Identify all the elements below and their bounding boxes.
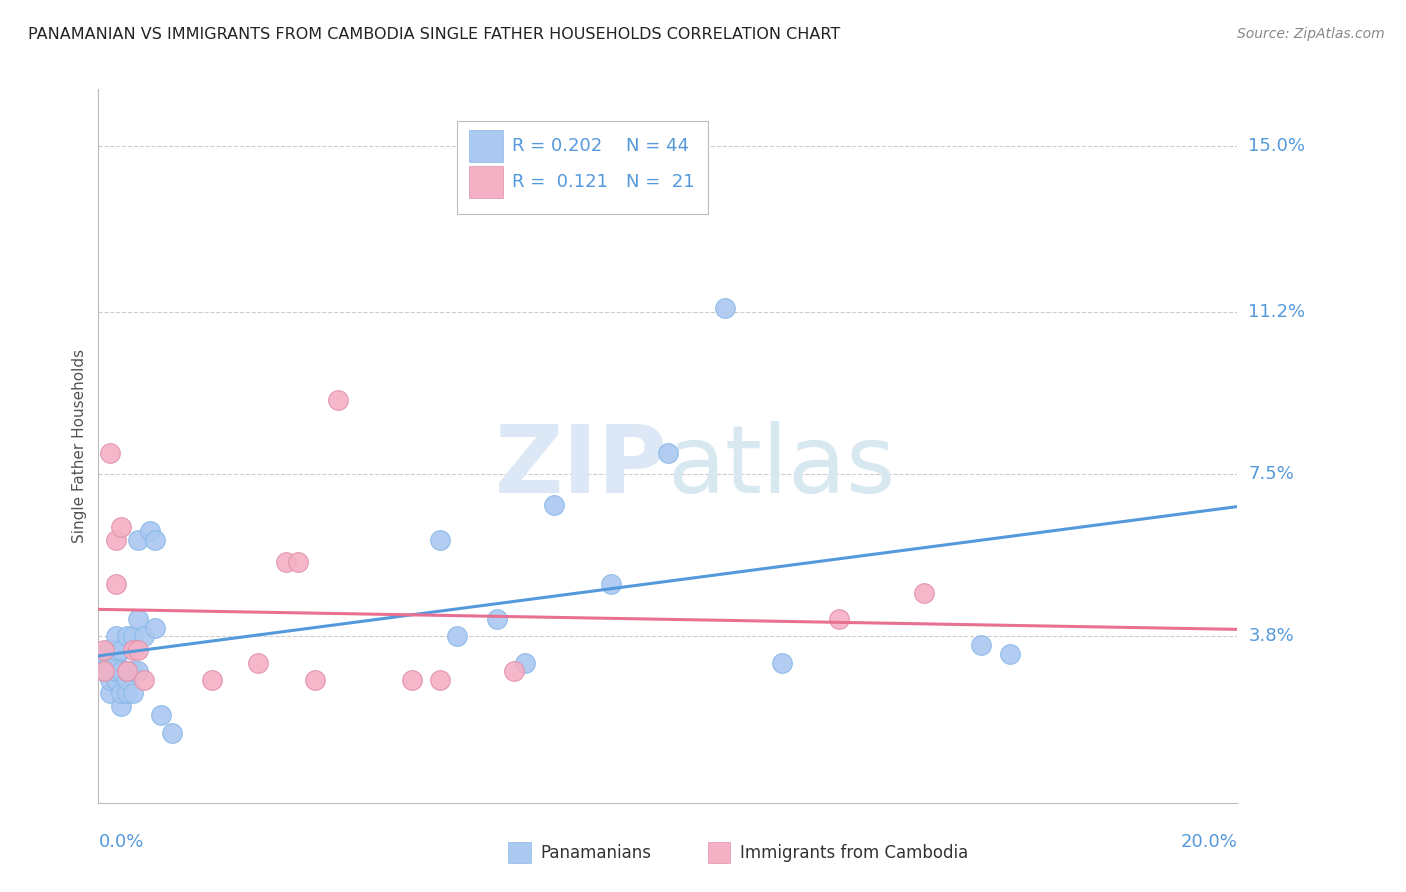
Text: N =  21: N = 21: [626, 173, 695, 191]
Point: [543, 498, 565, 512]
Point: [104, 629, 127, 643]
Point: [104, 642, 127, 657]
Point: [110, 699, 132, 714]
Text: ZIP: ZIP: [495, 421, 668, 514]
Text: 15.0%: 15.0%: [1249, 137, 1305, 155]
Point: [145, 533, 167, 548]
Text: 3.8%: 3.8%: [1249, 627, 1294, 646]
FancyBboxPatch shape: [468, 130, 503, 162]
Point: [121, 665, 143, 679]
Point: [503, 665, 526, 679]
Text: PANAMANIAN VS IMMIGRANTS FROM CAMBODIA SINGLE FATHER HOUSEHOLDS CORRELATION CHAR: PANAMANIAN VS IMMIGRANTS FROM CAMBODIA S…: [28, 27, 841, 42]
Point: [104, 651, 127, 665]
Point: [132, 629, 155, 643]
Text: N = 44: N = 44: [626, 137, 689, 155]
FancyBboxPatch shape: [707, 842, 731, 863]
Point: [429, 533, 451, 548]
Point: [127, 642, 149, 657]
Point: [93, 647, 115, 661]
Text: Panamanians: Panamanians: [540, 844, 651, 862]
FancyBboxPatch shape: [457, 121, 707, 214]
Point: [770, 656, 793, 670]
Point: [110, 642, 132, 657]
Point: [98, 642, 121, 657]
Point: [401, 673, 423, 688]
Point: [93, 665, 115, 679]
Point: [201, 673, 224, 688]
Text: atlas: atlas: [668, 421, 896, 514]
Point: [276, 555, 298, 569]
Point: [121, 686, 143, 700]
Point: [138, 524, 160, 539]
Point: [93, 642, 115, 657]
Point: [127, 533, 149, 548]
Point: [121, 642, 143, 657]
Text: 7.5%: 7.5%: [1249, 466, 1295, 483]
Point: [121, 629, 143, 643]
Point: [127, 665, 149, 679]
Point: [657, 445, 679, 459]
Point: [998, 647, 1021, 661]
FancyBboxPatch shape: [509, 842, 531, 863]
Point: [326, 392, 349, 407]
Point: [486, 612, 509, 626]
Point: [150, 708, 173, 723]
Point: [98, 665, 121, 679]
Text: R =  0.121: R = 0.121: [512, 173, 607, 191]
Point: [714, 301, 737, 315]
Text: 20.0%: 20.0%: [1181, 833, 1237, 851]
Point: [828, 612, 851, 626]
Point: [98, 656, 121, 670]
Point: [600, 577, 623, 591]
Point: [912, 585, 935, 599]
Point: [93, 665, 115, 679]
Text: Immigrants from Cambodia: Immigrants from Cambodia: [740, 844, 967, 862]
Point: [104, 665, 127, 679]
Text: 0.0%: 0.0%: [98, 833, 143, 851]
Point: [110, 686, 132, 700]
Point: [132, 673, 155, 688]
Point: [115, 665, 138, 679]
Point: [162, 725, 184, 739]
Point: [446, 629, 468, 643]
Point: [127, 612, 149, 626]
Point: [115, 673, 138, 688]
Text: R = 0.202: R = 0.202: [512, 137, 602, 155]
Point: [104, 533, 127, 548]
Point: [93, 656, 115, 670]
Point: [110, 520, 132, 534]
FancyBboxPatch shape: [468, 166, 503, 198]
Point: [98, 673, 121, 688]
Point: [98, 686, 121, 700]
Point: [429, 673, 451, 688]
Point: [98, 445, 121, 459]
Point: [115, 665, 138, 679]
Point: [115, 686, 138, 700]
Y-axis label: Single Father Households: Single Father Households: [72, 349, 87, 543]
Point: [515, 656, 537, 670]
Text: Source: ZipAtlas.com: Source: ZipAtlas.com: [1237, 27, 1385, 41]
Point: [110, 665, 132, 679]
Point: [104, 673, 127, 688]
Point: [145, 621, 167, 635]
Point: [246, 656, 269, 670]
Point: [287, 555, 309, 569]
Point: [970, 638, 993, 652]
Point: [115, 629, 138, 643]
Point: [104, 577, 127, 591]
Text: 11.2%: 11.2%: [1249, 303, 1306, 321]
Point: [304, 673, 326, 688]
